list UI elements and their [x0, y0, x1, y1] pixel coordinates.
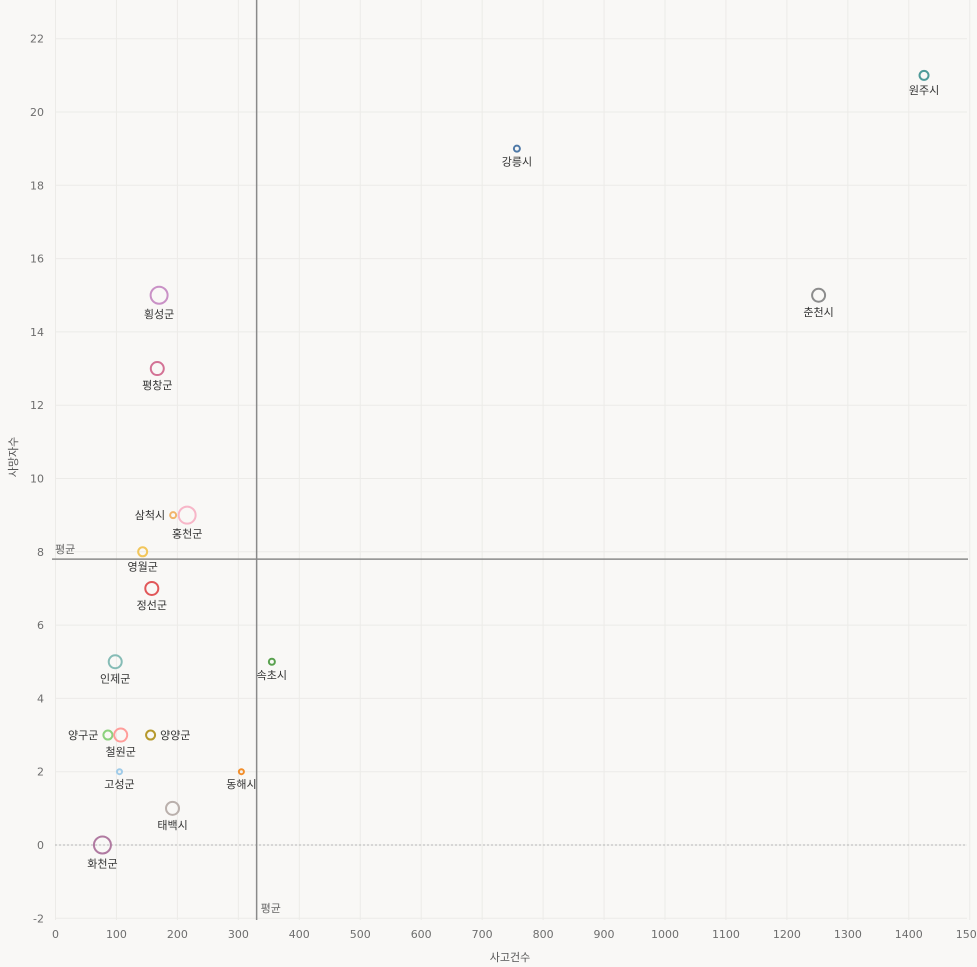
point-label: 태백시 — [157, 819, 187, 832]
y-axis-title: 사망자수 — [7, 437, 20, 477]
point-label: 홍천군 — [172, 527, 202, 541]
point-label: 삼척시 — [135, 509, 165, 522]
x-tick-label: 100 — [106, 928, 127, 941]
x-tick-label: 1100 — [712, 928, 740, 941]
data-point[interactable] — [145, 729, 157, 741]
point-label: 춘천시 — [803, 305, 833, 319]
y-tick-label: 14 — [30, 326, 44, 339]
point-label: 원주시 — [909, 84, 939, 97]
data-point[interactable] — [149, 361, 165, 377]
data-point[interactable] — [237, 768, 245, 776]
x-tick-label: 1400 — [895, 928, 923, 941]
y-tick-label: 0 — [37, 839, 44, 852]
x-tick-label: 700 — [472, 928, 493, 941]
y-tick-label: 20 — [30, 106, 44, 119]
data-point[interactable] — [113, 727, 129, 743]
point-label: 정선군 — [137, 599, 167, 612]
x-tick-label: 800 — [533, 928, 554, 941]
y-tick-label: -2 — [33, 912, 44, 925]
x-tick-label: 400 — [289, 928, 310, 941]
x-axis-title: 사고건수 — [490, 951, 530, 964]
y-tick-label: 4 — [37, 692, 44, 705]
x-tick-label: 200 — [167, 928, 188, 941]
y-tick-label: 16 — [30, 253, 44, 266]
y-mean-label: 평균 — [55, 543, 75, 556]
point-label: 화천군 — [87, 857, 117, 871]
y-tick-label: 10 — [30, 473, 44, 486]
grid — [55, 0, 971, 920]
x-tick-label: 500 — [350, 928, 371, 941]
point-label: 영월군 — [127, 560, 157, 573]
y-tick-label: 18 — [30, 179, 44, 192]
x-tick-label: 1300 — [834, 928, 862, 941]
x-tick-label: 1000 — [651, 928, 679, 941]
x-tick-label: 600 — [411, 928, 432, 941]
data-point[interactable] — [177, 505, 197, 525]
data-point[interactable] — [169, 511, 178, 520]
x-tick-label: 1500 — [956, 928, 977, 941]
data-point[interactable] — [107, 654, 123, 670]
point-label: 양구군 — [68, 729, 98, 742]
data-points — [92, 69, 930, 855]
point-label: 동해시 — [226, 777, 256, 791]
point-label: 속초시 — [257, 669, 287, 682]
point-label: 고성군 — [104, 778, 134, 791]
data-point[interactable] — [512, 144, 521, 153]
point-label: 철원군 — [106, 746, 136, 759]
data-point[interactable] — [144, 580, 160, 596]
point-label: 평창군 — [142, 379, 172, 392]
x-tick-label: 300 — [228, 928, 249, 941]
point-label: 강릉시 — [502, 156, 532, 169]
y-tick-label: 8 — [37, 546, 44, 559]
y-tick-label: 6 — [37, 619, 44, 632]
x-tick-label: 1200 — [773, 928, 801, 941]
x-tick-label: 900 — [594, 928, 615, 941]
data-point[interactable] — [115, 768, 123, 776]
data-point[interactable] — [102, 729, 114, 741]
y-axis-ticks: -2 0 2 4 6 8 10 12 14 16 18 20 22 — [30, 33, 44, 926]
data-point[interactable] — [165, 800, 181, 816]
data-point[interactable] — [92, 835, 112, 855]
data-point[interactable] — [918, 69, 930, 81]
point-label: 양양군 — [160, 729, 190, 742]
data-point[interactable] — [137, 546, 149, 558]
point-label: 인제군 — [100, 672, 130, 685]
x-axis-ticks: 0 100 200 300 400 500 600 700 800 900 1000 1100 1200… — [52, 928, 977, 941]
y-tick-label: 22 — [30, 33, 44, 46]
y-tick-label: 2 — [37, 766, 44, 779]
data-point[interactable] — [267, 657, 276, 666]
y-tick-label: 12 — [30, 399, 44, 412]
x-mean-label: 평균 — [261, 902, 281, 915]
data-point[interactable] — [811, 287, 827, 303]
x-tick-label: 0 — [52, 928, 59, 941]
point-label: 횡성군 — [144, 308, 174, 321]
data-point[interactable] — [149, 285, 169, 305]
